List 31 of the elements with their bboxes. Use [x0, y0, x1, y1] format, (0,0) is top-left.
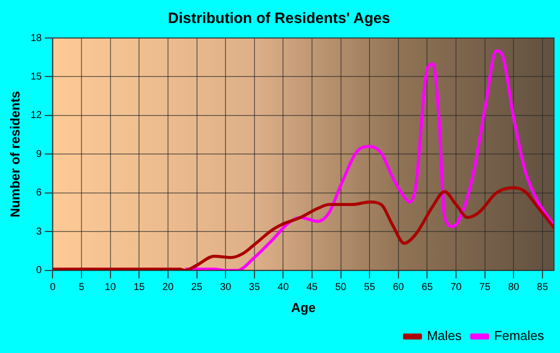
y-axis-title: Number of residents — [7, 90, 22, 218]
y-tick-label: 9 — [36, 148, 42, 160]
line-series — [184, 49, 554, 270]
x-tick-label: 55 — [364, 282, 376, 294]
y-tick-label: 0 — [36, 265, 42, 276]
x-tick-label: 5 — [78, 282, 85, 294]
y-tick-label: 6 — [36, 188, 42, 199]
x-tick-label: 45 — [306, 282, 318, 294]
x-tick-label: 40 — [278, 282, 290, 294]
x-tick-label: 75 — [479, 282, 491, 294]
x-axis-title: Age — [291, 300, 316, 315]
chart-title: Distribution of Residents' Ages — [168, 10, 390, 28]
x-tick-label: 25 — [191, 282, 203, 294]
y-tick-label: 18 — [30, 32, 42, 44]
x-tick-label: 85 — [536, 282, 548, 294]
x-tick-label: 70 — [450, 282, 462, 294]
x-tick-label: 60 — [392, 282, 404, 294]
x-tick-label: 0 — [50, 282, 56, 294]
x-tick-label: 80 — [508, 282, 520, 294]
legend-label: Females — [494, 328, 544, 344]
x-tick-label: 65 — [422, 282, 434, 294]
x-tick-label: 15 — [134, 282, 146, 294]
x-tick-label: 35 — [248, 282, 260, 294]
y-tick-label: 3 — [36, 226, 42, 238]
x-tick-label: 30 — [220, 282, 232, 294]
y-tick-label: 15 — [30, 71, 42, 82]
x-tick-label: 20 — [162, 282, 174, 294]
y-tick-label: 12 — [30, 110, 42, 122]
x-tick-label: 50 — [335, 282, 347, 294]
x-tick-label: 10 — [104, 282, 116, 294]
legend-label: Males — [426, 328, 462, 344]
